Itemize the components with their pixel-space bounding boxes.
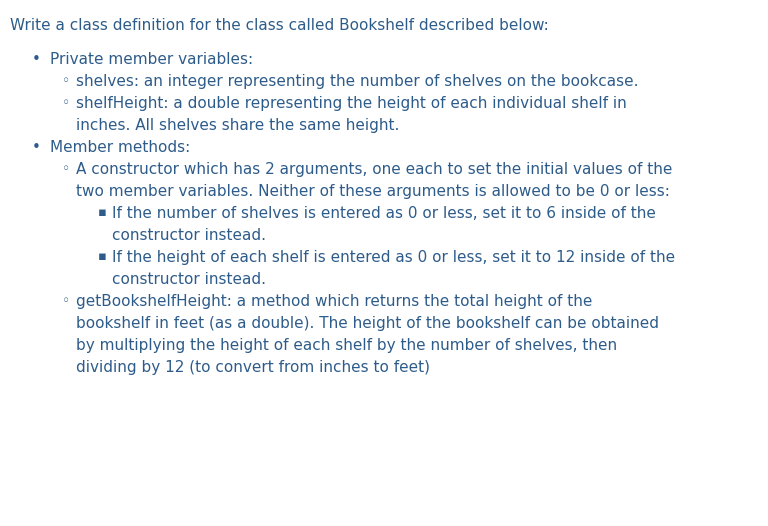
Text: ◦: ◦ [62,294,70,308]
Text: If the height of each shelf is entered as 0 or less, set it to 12 inside of the: If the height of each shelf is entered a… [112,250,675,265]
Text: ▪: ▪ [98,250,107,263]
Text: two member variables. Neither of these arguments is allowed to be 0 or less:: two member variables. Neither of these a… [76,184,670,199]
Text: getBookshelfHeight: a method which returns the total height of the: getBookshelfHeight: a method which retur… [76,294,592,309]
Text: If the number of shelves is entered as 0 or less, set it to 6 inside of the: If the number of shelves is entered as 0… [112,206,656,221]
Text: ◦: ◦ [62,74,70,88]
Text: constructor instead.: constructor instead. [112,228,266,243]
Text: constructor instead.: constructor instead. [112,272,266,287]
Text: by multiplying the height of each shelf by the number of shelves, then: by multiplying the height of each shelf … [76,338,617,353]
Text: inches. All shelves share the same height.: inches. All shelves share the same heigh… [76,118,399,133]
Text: shelves: an integer representing the number of shelves on the bookcase.: shelves: an integer representing the num… [76,74,638,89]
Text: ◦: ◦ [62,96,70,110]
Text: A constructor which has 2 arguments, one each to set the initial values of the: A constructor which has 2 arguments, one… [76,162,672,177]
Text: ▪: ▪ [98,206,107,219]
Text: Member methods:: Member methods: [50,140,190,155]
Text: •: • [32,52,41,67]
Text: Write a class definition for the class called Bookshelf described below:: Write a class definition for the class c… [10,18,549,33]
Text: shelfHeight: a double representing the height of each individual shelf in: shelfHeight: a double representing the h… [76,96,627,111]
Text: •: • [32,140,41,155]
Text: ◦: ◦ [62,162,70,176]
Text: Private member variables:: Private member variables: [50,52,253,67]
Text: dividing by 12 (to convert from inches to feet): dividing by 12 (to convert from inches t… [76,360,430,375]
Text: bookshelf in feet (as a double). The height of the bookshelf can be obtained: bookshelf in feet (as a double). The hei… [76,316,659,331]
